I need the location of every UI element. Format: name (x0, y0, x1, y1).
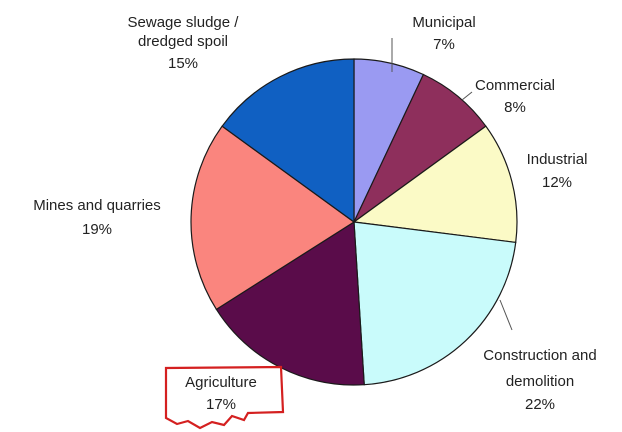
label-agriculture-value: 17% (206, 396, 236, 413)
label-commercial-line1: Commercial (475, 77, 555, 94)
label-industrial-line1: Industrial (527, 151, 588, 168)
pie-slice-sewage-sludge-dredged-spoil (221, 58, 355, 224)
pie-slices (190, 58, 518, 386)
label-construction-value: 22% (525, 396, 555, 413)
label-sewage-line1: Sewage sludge / (128, 14, 240, 31)
pie-slice-construction-and-demolition (353, 221, 517, 386)
label-municipal-value: 7% (433, 36, 455, 53)
label-mines-value: 19% (82, 221, 112, 238)
pie-slice-mines-and-quarries (190, 125, 356, 311)
pie-slice-industrial (352, 125, 518, 244)
label-sewage-value: 15% (168, 55, 198, 72)
label-industrial: Industrial 12% (527, 151, 588, 191)
label-construction: Construction and demolition 22% (483, 347, 596, 413)
label-industrial-value: 12% (542, 174, 572, 191)
leader-line-construction (499, 299, 513, 331)
label-construction-line1: Construction and (483, 347, 596, 364)
label-mines-line1: Mines and quarries (33, 197, 161, 214)
label-municipal-line1: Municipal (412, 14, 475, 31)
label-agriculture-line1: Agriculture (185, 374, 257, 391)
label-agriculture: Agriculture 17% (164, 365, 285, 430)
label-sewage: Sewage sludge / dredged spoil 15% (128, 14, 240, 72)
label-mines: Mines and quarries 19% (33, 197, 161, 238)
leader-line-commercial (461, 91, 473, 101)
label-commercial-value: 8% (504, 99, 526, 116)
agriculture-highlight-box (164, 365, 285, 430)
label-sewage-line2: dredged spoil (138, 33, 228, 50)
label-municipal: Municipal 7% (412, 14, 475, 53)
label-construction-line2: demolition (506, 373, 574, 390)
label-commercial: Commercial 8% (475, 77, 555, 116)
